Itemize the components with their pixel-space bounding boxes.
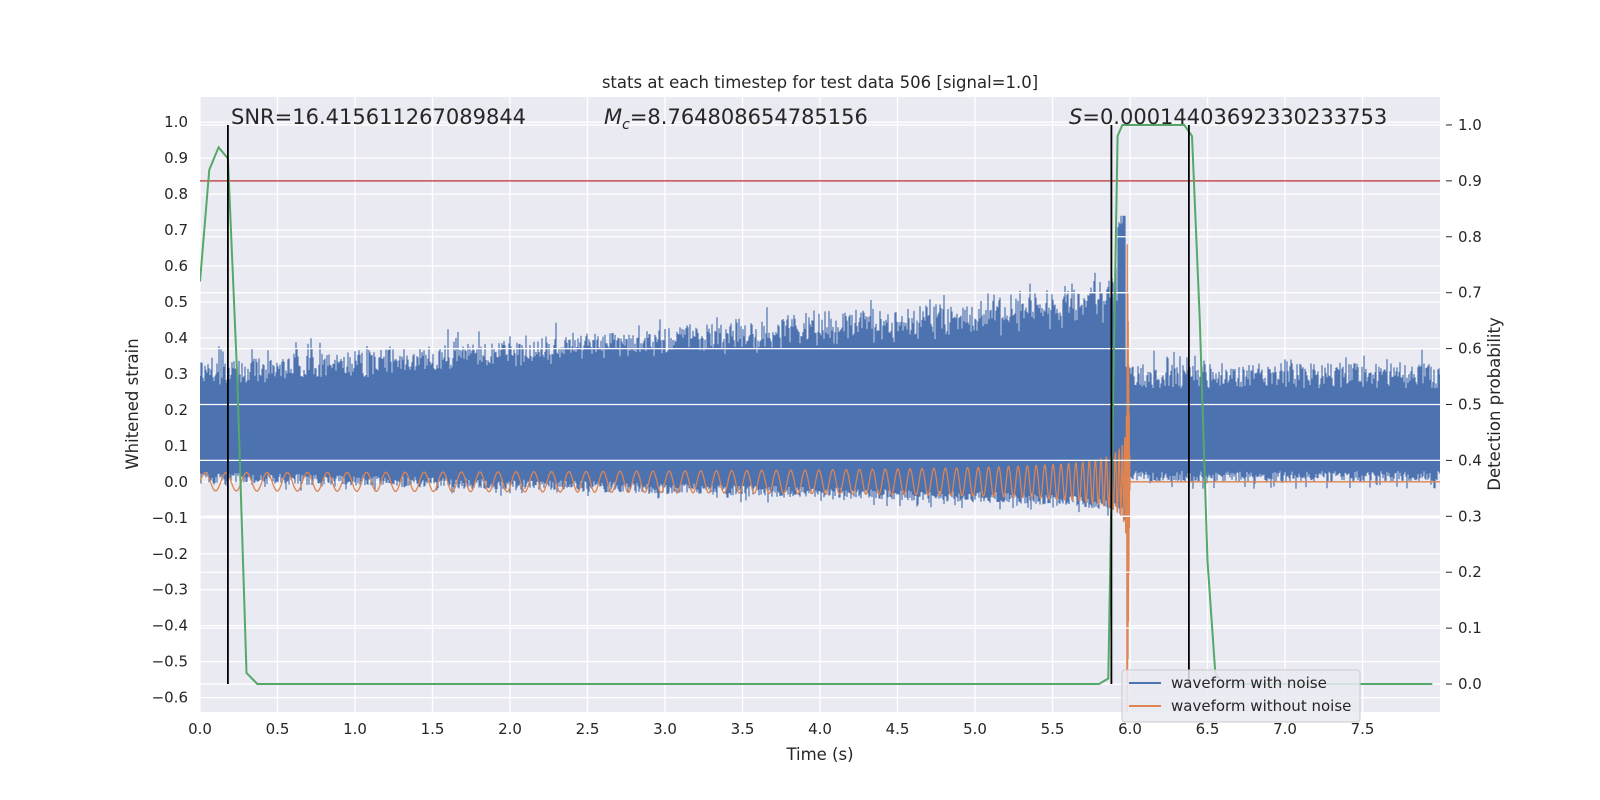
chart-title: stats at each timestep for test data 506… <box>602 73 1038 92</box>
y-left-tick-label: −0.6 <box>152 689 188 707</box>
x-tick-label: 2.0 <box>498 720 522 738</box>
x-tick-label: 5.0 <box>963 720 987 738</box>
y-left-axis-ticks: 1.0 0.9 0.8 0.7 0.6 0.5 0.4 0.3 0.2 0.1 0.0 −0.1 −0.… <box>152 113 188 706</box>
x-tick-label: 3.5 <box>731 720 755 738</box>
y-right-tick-label: 0.5 <box>1458 396 1482 414</box>
y-right-tick-label: 0.2 <box>1458 563 1482 581</box>
s-symbol: S <box>1069 105 1082 129</box>
vertical-markers <box>226 124 1190 685</box>
y-right-tick-label: 0.9 <box>1458 172 1482 190</box>
x-tick-label: 4.0 <box>808 720 832 738</box>
y-left-tick-label: 0.9 <box>164 149 188 167</box>
x-tick-label: 6.5 <box>1196 720 1220 738</box>
legend-label-clean: waveform without noise <box>1171 697 1351 715</box>
y-right-tick-label: 0.1 <box>1458 619 1482 637</box>
chirp-mass-symbol: M <box>604 105 622 129</box>
x-tick-label: 5.5 <box>1041 720 1065 738</box>
x-tick-label: 0.0 <box>188 720 212 738</box>
x-tick-label: 3.0 <box>653 720 677 738</box>
x-tick-label: 4.5 <box>886 720 910 738</box>
s-value: =0.00014403692330233753 <box>1082 105 1387 129</box>
y-left-tick-label: 0.7 <box>164 221 188 239</box>
y-right-tick-label: 1.0 <box>1458 116 1482 134</box>
x-tick-label: 2.5 <box>576 720 600 738</box>
x-axis-label: Time (s) <box>785 745 853 764</box>
y-left-tick-label: 0.4 <box>164 329 188 347</box>
legend: waveform with noise waveform without noi… <box>1121 669 1361 723</box>
y-left-tick-label: 0.5 <box>164 293 188 311</box>
y-right-tick-label: 0.4 <box>1458 451 1482 469</box>
x-tick-label: 7.5 <box>1351 720 1375 738</box>
clean-waveform-path <box>200 244 1440 712</box>
x-tick-label: 1.0 <box>343 720 367 738</box>
series-detection-probability <box>200 124 1433 685</box>
detection-probability-path <box>200 124 1433 685</box>
y-right-tick-label: 0.0 <box>1458 675 1482 693</box>
y-right-tick-label: 0.8 <box>1458 228 1482 246</box>
y-right-tick-label: 0.7 <box>1458 284 1482 302</box>
y-left-axis-label: Whitened strain <box>123 338 142 469</box>
y-left-tick-label: 0.1 <box>164 437 188 455</box>
chirp-mass-annotation: Mc=8.764808654785156 <box>604 105 868 133</box>
y-left-tick-label: 1.0 <box>164 113 188 131</box>
y-left-tick-label: −0.2 <box>152 545 188 563</box>
y-right-axis-ticks: 1.0 0.9 0.8 0.7 0.6 0.5 0.4 0.3 0.2 0.1 0.0 <box>1446 116 1482 693</box>
y-left-tick-label: 0.2 <box>164 401 188 419</box>
x-tick-label: 1.5 <box>421 720 445 738</box>
y-right-axis-label: Detection probability <box>1485 317 1504 491</box>
snr-annotation: SNR=16.415611267089844 <box>231 105 526 129</box>
x-tick-label: 7.0 <box>1273 720 1297 738</box>
y-left-tick-label: −0.3 <box>152 581 188 599</box>
s-annotation: S=0.00014403692330233753 <box>1069 105 1387 129</box>
y-left-tick-label: 0.0 <box>164 473 188 491</box>
x-axis-ticks: 0.0 0.5 1.0 1.5 2.0 2.5 3.0 3.5 4.0 4.5 5.0 5.5 6.0 6… <box>188 720 1374 738</box>
y-left-tick-label: −0.1 <box>152 509 188 527</box>
y-left-tick-label: 0.6 <box>164 257 188 275</box>
legend-label-noise: waveform with noise <box>1171 674 1327 692</box>
x-tick-label: 0.5 <box>266 720 290 738</box>
y-right-tick-label: 0.6 <box>1458 340 1482 358</box>
y-left-tick-label: −0.4 <box>152 617 188 635</box>
y-right-tick-label: 0.3 <box>1458 507 1482 525</box>
y-left-tick-label: 0.3 <box>164 365 188 383</box>
y-left-tick-label: −0.5 <box>152 653 188 671</box>
chirp-mass-value: =8.764808654785156 <box>630 105 868 129</box>
series-waveform-without-noise <box>200 244 1440 712</box>
chirp-mass-subscript: c <box>622 117 630 133</box>
x-tick-label: 6.0 <box>1118 720 1142 738</box>
y-left-tick-label: 0.8 <box>164 185 188 203</box>
legend-box <box>1121 669 1361 723</box>
